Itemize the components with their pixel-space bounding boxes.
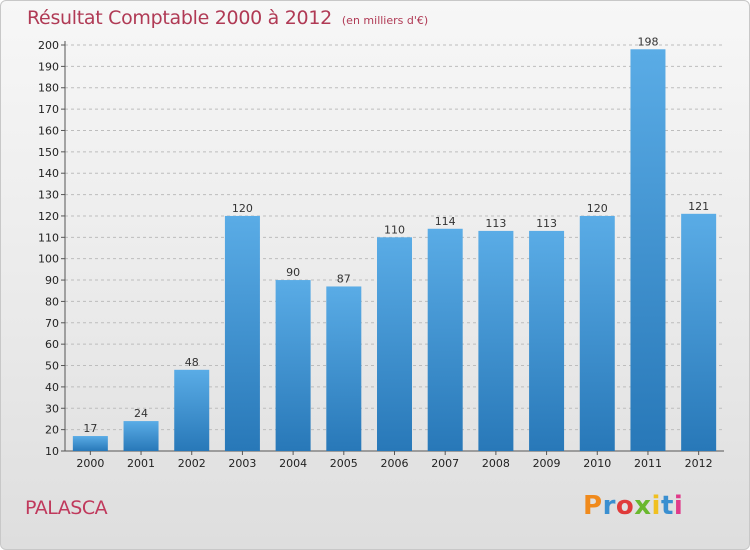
chart-title: Résultat Comptable 2000 à 2012 (en millie…	[27, 7, 428, 29]
proxiti-logo: Proxiti	[583, 491, 683, 521]
x-tick-label: 2012	[685, 457, 713, 470]
y-tick-label: 100	[38, 253, 59, 266]
data-label: 17	[83, 422, 97, 435]
bar	[529, 230, 565, 451]
bar	[478, 230, 514, 451]
x-tick-label: 2010	[583, 457, 611, 470]
bar	[579, 215, 615, 451]
y-tick-label: 130	[38, 189, 59, 202]
y-tick-label: 10	[45, 445, 59, 458]
bar	[174, 369, 210, 451]
y-tick-label: 200	[38, 39, 59, 52]
bar	[326, 286, 362, 451]
data-label: 48	[185, 356, 199, 369]
data-label: 121	[688, 200, 709, 213]
y-tick-label: 30	[45, 402, 59, 415]
y-tick-label: 110	[38, 231, 59, 244]
y-tick-label: 190	[38, 60, 59, 73]
subtitle-text: (en milliers d'€)	[341, 14, 429, 27]
x-tick-label: 2000	[76, 457, 104, 470]
bar	[123, 421, 159, 451]
y-tick-label: 140	[38, 167, 59, 180]
data-label: 198	[637, 35, 658, 48]
data-label: 90	[286, 266, 300, 279]
bar	[72, 436, 108, 451]
data-label: 24	[134, 407, 148, 420]
logo-letter: i	[651, 491, 661, 521]
y-tick-label: 50	[45, 360, 59, 373]
x-tick-label: 2007	[431, 457, 459, 470]
x-tick-label: 2003	[228, 457, 256, 470]
x-tick-label: 2001	[127, 457, 155, 470]
y-tick-label: 120	[38, 210, 59, 223]
y-tick-label: 70	[45, 317, 59, 330]
x-tick-label: 2008	[482, 457, 510, 470]
data-label: 113	[485, 217, 506, 230]
y-tick-label: 60	[45, 338, 59, 351]
logo-letter: P	[583, 491, 603, 521]
bar	[275, 280, 311, 451]
y-tick-label: 20	[45, 424, 59, 437]
x-tick-label: 2009	[533, 457, 561, 470]
x-tick-label: 2006	[381, 457, 409, 470]
y-tick-label: 160	[38, 124, 59, 137]
y-tick-label: 40	[45, 381, 59, 394]
y-tick-label: 150	[38, 146, 59, 159]
title-text: Résultat Comptable 2000 à 2012	[27, 7, 332, 29]
y-tick-label: 90	[45, 274, 59, 287]
data-label: 87	[337, 272, 351, 285]
logo-letter: r	[602, 491, 616, 521]
logo-letter: t	[660, 491, 674, 521]
x-tick-label: 2005	[330, 457, 358, 470]
y-tick-label: 170	[38, 103, 59, 116]
data-label: 113	[536, 217, 557, 230]
data-label: 110	[384, 223, 405, 236]
data-label: 120	[587, 202, 608, 215]
bar	[224, 215, 260, 451]
bar	[377, 237, 412, 451]
data-label: 120	[232, 202, 253, 215]
bar	[427, 228, 463, 451]
logo-letter: i	[673, 491, 684, 521]
logo-letter: x	[634, 491, 652, 521]
x-tick-label: 2011	[634, 457, 662, 470]
x-tick-label: 2002	[178, 457, 206, 470]
place-name: PALASCA	[25, 497, 108, 519]
bar	[681, 213, 717, 451]
x-tick-label: 2004	[279, 457, 307, 470]
data-label: 114	[435, 215, 456, 228]
bar	[630, 49, 666, 452]
y-tick-label: 80	[45, 295, 59, 308]
logo-letter: o	[615, 491, 635, 521]
y-tick-label: 180	[38, 82, 59, 95]
